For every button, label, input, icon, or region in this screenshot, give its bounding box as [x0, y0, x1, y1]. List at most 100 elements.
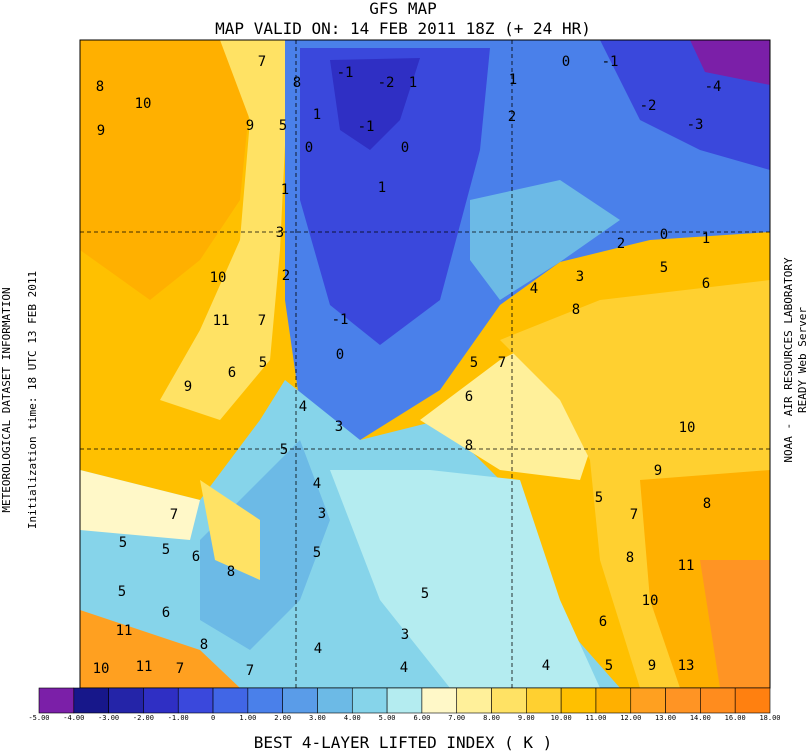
contour-label: -1 — [337, 65, 354, 81]
colorbar-bin — [212, 687, 249, 714]
left-label: Initialization time: 18 UTC 13 FEB 2011 — [26, 271, 39, 529]
colorbar-bin — [734, 687, 771, 714]
colorbar-tick-label: -5.00 — [28, 714, 49, 722]
colorbar-tick-label: 2.00 — [274, 714, 291, 722]
contour-label: 7 — [630, 507, 638, 523]
contour-label: 5 — [421, 586, 429, 602]
contour-label: 8 — [572, 302, 580, 318]
contour-label: 5 — [660, 260, 668, 276]
contour-label: 10 — [642, 593, 659, 609]
left-label: METEOROLOGICAL DATASET INFORMATION — [0, 287, 13, 512]
colorbar-title: BEST 4-LAYER LIFTED INDEX ( K ) — [254, 733, 553, 751]
contour-label: 8 — [200, 637, 208, 653]
contour-label: 7 — [170, 507, 178, 523]
contour-label: 0 — [660, 227, 668, 243]
colorbar-bin — [665, 687, 701, 714]
colorbar-tick-label: 9.00 — [518, 714, 535, 722]
title: GFS MAP — [369, 0, 436, 18]
contour-label: 4 — [542, 658, 550, 674]
contour-label: 8 — [96, 79, 104, 95]
contour-label: 5 — [162, 542, 170, 558]
colorbar-tick-label: 1.00 — [239, 714, 256, 722]
contour-label: 8 — [465, 438, 473, 454]
subtitle: MAP VALID ON: 14 FEB 2011 18Z (+ 24 HR) — [215, 19, 591, 38]
contour-label: 8 — [703, 496, 711, 512]
colorbar: -5.00 -4.00 -3.00 -2.00 -1.00 0 1.00 2.00 3.00 4.… — [28, 687, 781, 722]
contour-label: 5 — [279, 118, 287, 134]
colorbar-tick-label: 12.00 — [620, 714, 641, 722]
contour-label: 6 — [162, 605, 170, 621]
colorbar-tick-label: 8.00 — [483, 714, 500, 722]
colorbar-bin — [247, 687, 283, 714]
contour-label: 9 — [648, 658, 656, 674]
colorbar-tick-label: 3.00 — [309, 714, 326, 722]
colorbar-bin — [143, 687, 179, 714]
contour-label: 1 — [313, 107, 321, 123]
colorbar-tick-label: 18.00 — [759, 714, 780, 722]
colorbar-bin — [177, 687, 214, 714]
contour-label: 7 — [246, 663, 254, 679]
contour-label: 1 — [702, 231, 710, 247]
contour-label: 2 — [508, 109, 516, 125]
colorbar-tick-label: 0 — [211, 714, 215, 722]
contour-label: 0 — [336, 347, 344, 363]
contour-label: 10 — [93, 661, 110, 677]
contour-label: 1 — [509, 72, 517, 88]
colorbar-tick-label: 6.00 — [413, 714, 430, 722]
colorbar-tick-label: 7.00 — [448, 714, 465, 722]
contour-label: 4 — [313, 476, 321, 492]
colorbar-tick-label: 5.00 — [379, 714, 396, 722]
contour-label: 5 — [280, 442, 288, 458]
contour-label: 4 — [400, 660, 408, 676]
contour-label: 13 — [678, 658, 695, 674]
contour-label: 2 — [617, 236, 625, 252]
colorbar-tick-label: 13.00 — [655, 714, 676, 722]
contour-label: 3 — [401, 627, 409, 643]
colorbar-bin — [73, 687, 109, 714]
contour-label: 1 — [281, 182, 289, 198]
colorbar-bin — [700, 687, 736, 714]
contour-label: 0 — [562, 54, 570, 70]
contour-label: 10 — [135, 96, 152, 112]
contour-label: 9 — [654, 463, 662, 479]
contour-label: -2 — [378, 75, 395, 91]
contour-label: 11 — [213, 313, 230, 329]
contour-label: 3 — [318, 506, 326, 522]
contour-label: 5 — [605, 658, 613, 674]
colorbar-bin — [526, 687, 562, 714]
contour-label: -1 — [332, 312, 349, 328]
colorbar-bin — [421, 687, 458, 714]
colorbar-bin — [38, 687, 75, 714]
contour-label: 8 — [626, 550, 634, 566]
contour-label: 5 — [313, 545, 321, 561]
contour-label: 7 — [258, 54, 266, 70]
contour-label: 6 — [599, 614, 607, 630]
contour-label: -4 — [705, 79, 722, 95]
contour-label: 4 — [299, 399, 307, 415]
contour-label: 1 — [409, 75, 417, 91]
contour-label: 11 — [116, 623, 133, 639]
contour-label: -3 — [687, 117, 704, 133]
contour-label: -1 — [358, 119, 375, 135]
contour-label: 6 — [192, 549, 200, 565]
contour-label: 5 — [259, 355, 267, 371]
contour-label: 5 — [595, 490, 603, 506]
contour-label: 0 — [401, 140, 409, 156]
contour-label: 5 — [118, 584, 126, 600]
colorbar-bin — [351, 687, 388, 714]
colorbar-tick-label: 4.00 — [344, 714, 361, 722]
colorbar-tick-label: 10.00 — [551, 714, 572, 722]
contour-label: 8 — [293, 75, 301, 91]
contour-label: 9 — [184, 379, 192, 395]
colorbar-bin — [386, 687, 423, 714]
contour-label: 6 — [702, 276, 710, 292]
contour-label: 7 — [176, 661, 184, 677]
contour-label: 8 — [227, 564, 235, 580]
contour-label: 11 — [678, 558, 695, 574]
contour-label: 3 — [576, 269, 584, 285]
colorbar-bin — [491, 687, 527, 714]
colorbar-bin — [108, 687, 144, 714]
colorbar-tick-label: 14.00 — [690, 714, 711, 722]
contour-label: 9 — [246, 118, 254, 134]
